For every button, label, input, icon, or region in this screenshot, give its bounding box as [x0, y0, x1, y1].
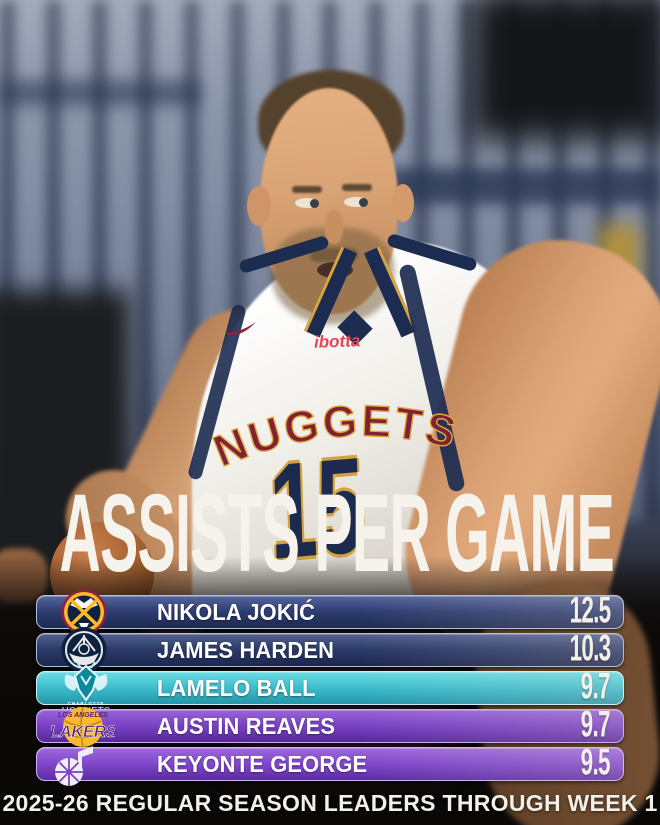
- stat-value: 9.7: [580, 666, 611, 708]
- leaderboard-row-reaves: LOS ANGELES LAKERS AUSTIN REAVES 9.7: [36, 704, 624, 748]
- stat-value: 9.5: [580, 742, 611, 784]
- player-name: KEYONTE GEORGE: [157, 750, 368, 777]
- lakers-logo-city-text: LOS ANGELES: [58, 712, 108, 719]
- player-nose: [325, 210, 343, 244]
- arena-railing-horizontal-left: [0, 80, 200, 106]
- leaderboard-row-george: KEYONTE GEORGE 9.5: [36, 742, 624, 786]
- stat-value: 10.3: [569, 628, 611, 670]
- player-name: LAMELO BALL: [157, 674, 316, 701]
- stat-value: 9.7: [580, 704, 611, 746]
- player-ear: [392, 184, 414, 222]
- nuggets-logo-icon: [61, 589, 107, 635]
- player-name: AUSTIN REAVES: [157, 712, 336, 739]
- leaderboard-row-harden: JAMES HARDEN 10.3: [36, 627, 624, 673]
- player-iris: [310, 199, 319, 208]
- crowd-blur: [470, 0, 660, 140]
- jersey-sponsor-patch: ibotta: [313, 331, 361, 352]
- lakers-logo-icon: LOS ANGELES LAKERS: [49, 701, 118, 753]
- arena-railing-horizontal: [390, 168, 660, 204]
- player-eye: [344, 197, 368, 207]
- player-eyebrow: [292, 186, 322, 193]
- jersey-wordmark-arc: NUGGETS: [198, 388, 528, 483]
- player-name: NIKOLA JOKIĆ: [157, 598, 316, 625]
- stat-value: 12.5: [569, 590, 611, 632]
- player-name: JAMES HARDEN: [157, 636, 335, 663]
- leaderboard-row-ball: CHARLOTTE HORNETS LAMELO BALL 9.7: [36, 661, 624, 717]
- player-iris: [359, 198, 368, 207]
- footer-caption: 2025-26 REGULAR SEASON LEADERS THROUGH W…: [2, 790, 658, 816]
- leaderboard-row-jokic: NIKOLA JOKIĆ 12.5: [36, 589, 624, 635]
- clippers-logo-icon: [61, 627, 107, 673]
- jazz-logo-icon: [53, 743, 103, 787]
- headline-title: ASSISTS PER GAME: [59, 471, 615, 595]
- leaderboard: NIKOLA JOKIĆ 12.5 JAMES HARDEN 10.3: [36, 589, 624, 786]
- player-eyebrow: [342, 184, 372, 191]
- player-eye: [295, 198, 319, 208]
- lakers-logo-text: LAKERS: [51, 722, 115, 741]
- hornets-logo-city-text: CHARLOTTE: [68, 701, 105, 706]
- player-ear: [247, 186, 271, 226]
- nike-swoosh-icon: [224, 318, 262, 340]
